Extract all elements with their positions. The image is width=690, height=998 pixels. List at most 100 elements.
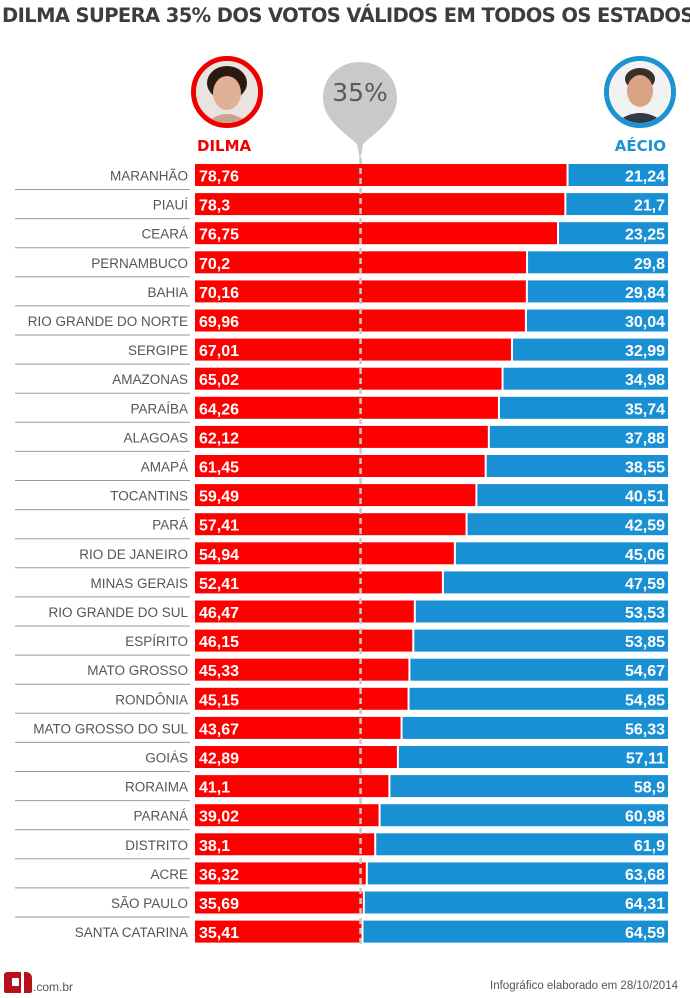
category-label: CEARÁ [141, 227, 188, 242]
bar-aecio [503, 367, 668, 390]
category-label: AMAPÁ [141, 460, 188, 475]
bar-aecio [380, 804, 668, 827]
category-label: SERGIPE [128, 343, 188, 358]
value-label-aecio: 47,59 [625, 576, 665, 593]
footer-credit: Infográfico elaborado em 28/10/2014 [490, 980, 678, 992]
value-label-dilma: 62,12 [199, 430, 239, 447]
category-label: ESPÍRITO [125, 634, 188, 649]
bar-aecio [390, 775, 668, 798]
value-label-dilma: 36,32 [199, 867, 239, 884]
value-label-aecio: 56,33 [625, 721, 665, 738]
bar-dilma [195, 891, 363, 914]
category-label: ALAGOAS [123, 430, 188, 445]
bar-aecio [363, 920, 668, 943]
g1-logo-icon [4, 972, 32, 993]
bar-aecio [443, 571, 668, 594]
value-label-aecio: 37,88 [625, 430, 665, 447]
bar-dilma [195, 833, 375, 856]
category-label: PERNAMBUCO [91, 256, 188, 271]
value-label-dilma: 78,3 [199, 198, 230, 215]
value-label-aecio: 63,68 [625, 867, 665, 884]
bar-aecio [477, 484, 668, 507]
value-label-dilma: 41,1 [199, 780, 230, 797]
bar-aecio [402, 716, 668, 739]
category-label: DISTRITO [125, 838, 188, 853]
bar-aecio [467, 513, 668, 536]
bar-dilma [195, 425, 488, 448]
value-label-aecio: 34,98 [625, 372, 665, 389]
value-label-aecio: 54,85 [625, 692, 665, 709]
category-label: RIO GRANDE DO SUL [48, 605, 188, 620]
value-label-aecio: 64,31 [625, 896, 665, 913]
bar-dilma [195, 804, 379, 827]
category-label: GOIÁS [145, 751, 188, 766]
bar-aecio [415, 600, 668, 623]
bar-aecio [410, 658, 668, 681]
value-label-aecio: 29,84 [625, 285, 665, 302]
category-label: AMAZONAS [112, 372, 188, 387]
category-label: RONDÔNIA [115, 692, 188, 707]
category-label: RORAIMA [125, 780, 188, 795]
value-label-aecio: 45,06 [625, 547, 665, 564]
category-label: PARAÍBA [130, 401, 188, 416]
value-label-aecio: 32,99 [625, 343, 665, 360]
category-label: RIO DE JANEIRO [79, 547, 188, 562]
value-label-aecio: 38,55 [625, 460, 665, 477]
bar-aecio [364, 891, 668, 914]
category-label: PARÁ [152, 518, 188, 533]
threshold-label: 35% [332, 78, 388, 107]
value-label-dilma: 67,01 [199, 343, 239, 360]
value-label-aecio: 61,9 [634, 838, 665, 855]
dilma-portrait-icon [191, 56, 263, 128]
bar-dilma [195, 367, 502, 390]
value-label-aecio: 29,8 [634, 256, 665, 273]
bar-aecio [409, 687, 668, 710]
category-label: MATO GROSSO [87, 663, 188, 678]
bar-aecio [376, 833, 668, 856]
value-label-aecio: 42,59 [625, 518, 665, 535]
aecio-portrait-icon [604, 56, 676, 128]
category-label: MINAS GERAIS [90, 576, 188, 591]
bar-dilma [195, 629, 413, 652]
chart-title: DILMA SUPERA 35% DOS VOTOS VÁLIDOS EM TO… [2, 4, 690, 27]
value-label-aecio: 30,04 [625, 314, 665, 331]
bar-dilma [195, 862, 366, 885]
value-label-dilma: 38,1 [199, 838, 230, 855]
legend-aecio: AÉCIO [614, 137, 666, 155]
bar-aecio [559, 222, 668, 245]
value-label-dilma: 35,41 [199, 925, 239, 942]
value-label-dilma: 35,69 [199, 896, 239, 913]
value-label-dilma: 42,89 [199, 751, 239, 768]
value-label-aecio: 64,59 [625, 925, 665, 942]
logo-domain: .com.br [33, 980, 74, 994]
value-label-aecio: 23,25 [625, 227, 665, 244]
value-label-dilma: 70,2 [199, 256, 230, 273]
bar-dilma [195, 775, 389, 798]
bar-aecio [489, 425, 668, 448]
category-label: BAHIA [147, 285, 188, 300]
bar-dilma [195, 716, 401, 739]
bar-aecio [414, 629, 668, 652]
bar-dilma [195, 920, 362, 943]
bar-aecio [512, 338, 668, 361]
bar-dilma [195, 513, 466, 536]
value-label-dilma: 45,33 [199, 663, 239, 680]
value-label-aecio: 60,98 [625, 809, 665, 826]
bar-dilma [195, 338, 511, 361]
bar-dilma [195, 396, 498, 419]
bar-aecio [499, 396, 668, 419]
value-label-dilma: 61,45 [199, 460, 239, 477]
category-label: TOCANTINS [110, 489, 188, 504]
value-label-aecio: 53,85 [625, 634, 665, 651]
value-label-aecio: 58,9 [634, 780, 665, 797]
value-label-dilma: 52,41 [199, 576, 239, 593]
bar-aecio [526, 309, 668, 332]
value-label-dilma: 59,49 [199, 489, 239, 506]
bar-dilma [195, 193, 565, 216]
bar-dilma [195, 164, 567, 186]
value-label-dilma: 65,02 [199, 372, 239, 389]
bar-dilma [195, 455, 485, 477]
value-label-aecio: 40,51 [625, 489, 665, 506]
category-label: ACRE [150, 867, 188, 882]
